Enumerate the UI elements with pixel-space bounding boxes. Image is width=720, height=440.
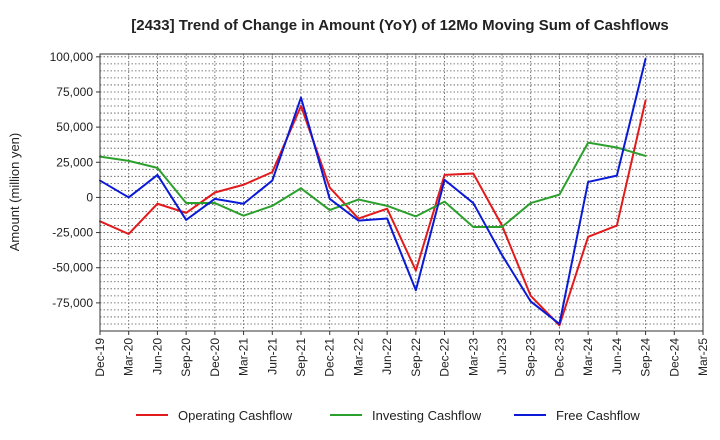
x-tick-label: Dec-24 bbox=[667, 338, 681, 377]
series-line-investing-cashflow bbox=[99, 141, 647, 228]
y-tick-label: 0 bbox=[86, 190, 93, 204]
y-tick-label: 25,000 bbox=[56, 155, 93, 169]
x-tick-label: Mar-24 bbox=[581, 338, 595, 376]
x-tick-label: Mar-23 bbox=[466, 338, 480, 376]
x-tick-label: Sep-23 bbox=[524, 338, 538, 377]
x-tick-label: Mar-22 bbox=[351, 338, 365, 376]
x-tick-label: Mar-20 bbox=[122, 338, 136, 376]
x-tick-label: Dec-20 bbox=[208, 338, 222, 377]
x-tick-label: Sep-21 bbox=[294, 338, 308, 377]
y-tick-label: 100,000 bbox=[50, 50, 94, 64]
y-tick-label: -25,000 bbox=[52, 226, 93, 240]
legend: Operating Cashflow Investing Cashflow Free… bbox=[136, 408, 640, 423]
y-tick-label: -50,000 bbox=[52, 261, 93, 275]
y-axis-title: Amount (million yen) bbox=[7, 133, 22, 252]
x-tick-label: Sep-22 bbox=[409, 338, 423, 377]
x-axis: Dec-19 Mar-20 Jun-20 Sep-20 Dec-20 Mar-21 Jun-… bbox=[93, 331, 710, 377]
series-line-free-cashflow bbox=[99, 57, 647, 325]
series-lines bbox=[99, 57, 647, 327]
y-tick-label: 50,000 bbox=[56, 120, 93, 134]
y-axis: 100,000 75,000 50,000 25,000 0 -25,000 -50,000… bbox=[50, 50, 100, 310]
x-tick-label: Dec-23 bbox=[552, 338, 566, 377]
x-tick-label: Dec-21 bbox=[323, 338, 337, 377]
x-tick-label: Dec-22 bbox=[438, 338, 452, 377]
x-tick-label: Mar-25 bbox=[696, 338, 710, 376]
x-tick-label: Sep-20 bbox=[179, 338, 193, 377]
x-tick-label: Dec-19 bbox=[93, 338, 107, 377]
plot-frame bbox=[99, 53, 704, 332]
x-tick-label: Sep-24 bbox=[639, 338, 653, 377]
legend-label-operating-cashflow: Operating Cashflow bbox=[178, 408, 293, 423]
grid bbox=[99, 54, 704, 331]
x-tick-label: Jun-23 bbox=[495, 338, 509, 375]
x-tick-label: Jun-21 bbox=[265, 338, 279, 375]
y-tick-label: -75,000 bbox=[52, 296, 93, 310]
x-tick-label: Mar-21 bbox=[237, 338, 251, 376]
x-tick-label: Jun-20 bbox=[150, 338, 164, 375]
x-tick-label: Jun-24 bbox=[610, 338, 624, 375]
legend-label-investing-cashflow: Investing Cashflow bbox=[372, 408, 482, 423]
legend-label-free-cashflow: Free Cashflow bbox=[556, 408, 640, 423]
y-tick-label: 75,000 bbox=[56, 85, 93, 99]
chart-title: [2433] Trend of Change in Amount (YoY) o… bbox=[131, 17, 669, 34]
x-tick-label: Jun-22 bbox=[380, 338, 394, 375]
